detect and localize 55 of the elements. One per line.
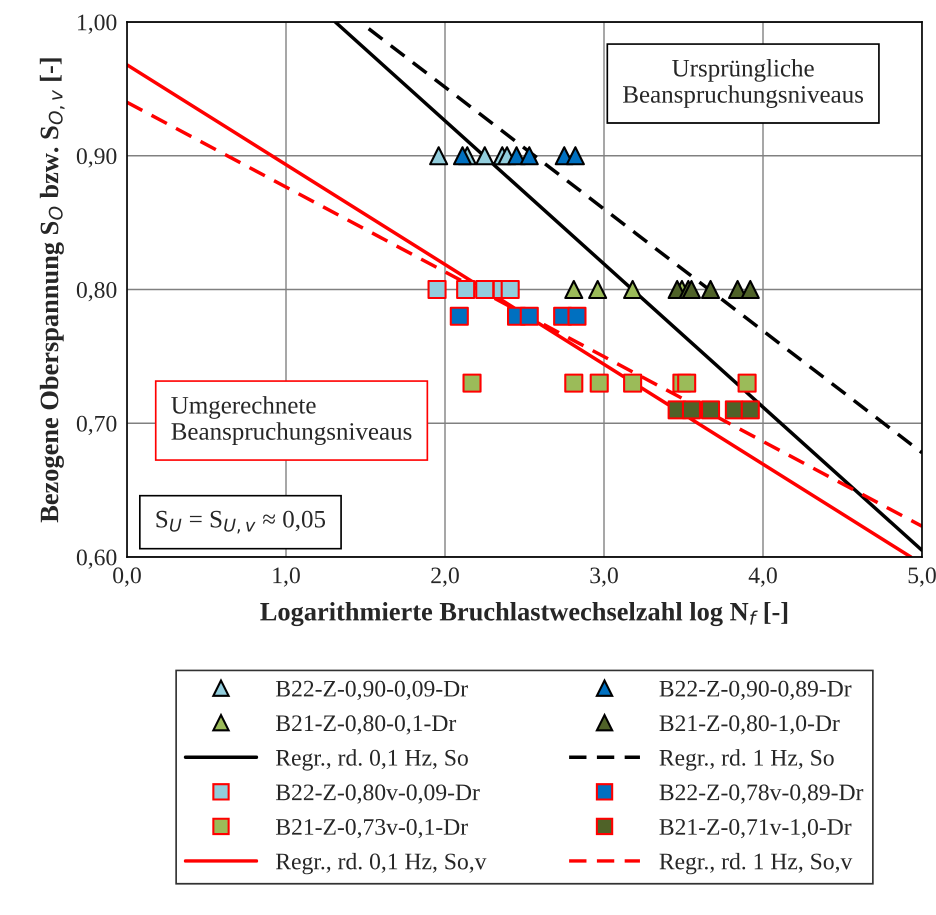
point <box>456 280 476 300</box>
point <box>475 146 494 166</box>
annotation: S$_{U}$ = S$_{U,v}$ ≈ 0,05 <box>156 510 326 534</box>
y-tick-label: 0,80 <box>76 282 116 302</box>
annotation: Ursprüngliche Beanspruchungsniveaus <box>623 59 864 108</box>
x-tick-label: 2,0 <box>431 567 459 587</box>
legend-label: B21-Z-0,71v-1,0-Dr <box>660 818 852 838</box>
x-axis-title: Logarithmierte Bruchlastwechselzahl log N$_{f}$ [-] <box>260 602 788 626</box>
point <box>740 280 760 300</box>
y-tick-label: 0,60 <box>76 549 116 569</box>
point <box>428 280 447 300</box>
legend-label: B22-Z-0,90-0,89-Dr <box>660 680 852 700</box>
y-tick-label: 0,70 <box>76 416 116 436</box>
point <box>682 400 701 420</box>
point <box>520 306 539 326</box>
legend-label: Regr., rd. 0,1 Hz, So,v <box>276 852 486 874</box>
x-tick-label: 1,0 <box>273 567 300 587</box>
point <box>677 374 696 393</box>
legend-label: B21-Z-0,80-0,1-Dr <box>276 715 456 735</box>
point <box>590 374 609 393</box>
legend-label: Regr., rd. 1 Hz, So <box>660 749 834 771</box>
legend-label: B21-Z-0,73v-0,1-Dr <box>276 818 468 838</box>
y-tick-label: 0,90 <box>76 148 116 168</box>
point <box>429 146 448 166</box>
point <box>500 280 520 300</box>
point <box>567 306 587 326</box>
legend-label: B21-Z-0,80-1,0-Dr <box>660 715 840 735</box>
legend-label: B22-Z-0,90-0,09-Dr <box>276 680 468 700</box>
x-tick-label: 3,0 <box>590 567 618 587</box>
x-tick-label: 0,0 <box>113 567 141 587</box>
point <box>475 280 494 300</box>
legend-label: Regr., rd. 1 Hz, So,v <box>660 852 852 874</box>
point <box>520 146 539 166</box>
point <box>450 306 469 326</box>
point <box>564 280 584 300</box>
annotation: Umgerechnete Beanspruchungsniveaus <box>171 396 412 446</box>
point <box>700 280 720 300</box>
point <box>738 374 757 393</box>
legend-label: Regr., rd. 0,1 Hz, So <box>276 749 468 771</box>
x-tick-label: 5,0 <box>908 567 936 587</box>
point <box>564 374 584 393</box>
y-tick-label: 1,00 <box>78 14 116 34</box>
point <box>452 146 472 166</box>
point <box>700 400 720 420</box>
point <box>682 280 701 300</box>
legend-label: B22-Z-0,78v-0,89-Dr <box>660 784 864 804</box>
point <box>462 374 482 393</box>
point <box>588 280 608 300</box>
x-tick-label: 4,0 <box>748 567 777 587</box>
point <box>623 280 642 300</box>
point <box>623 374 642 393</box>
legend-label: B22-Z-0,80v-0,09-Dr <box>276 784 480 804</box>
point <box>566 146 585 166</box>
y-axis-title: Bezogene Oberspannung S$_{O}$ bzw. S$_{O,v}$ [-] <box>40 58 65 522</box>
point <box>740 400 760 420</box>
